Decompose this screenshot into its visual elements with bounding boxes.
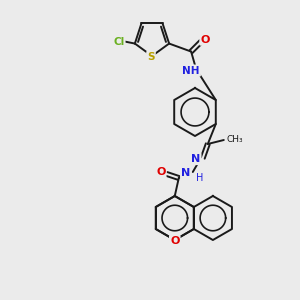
Text: O: O [156, 167, 166, 177]
Text: NH: NH [182, 66, 200, 76]
Text: O: O [200, 34, 210, 45]
Text: O: O [170, 236, 179, 246]
Text: N: N [181, 168, 190, 178]
Text: N: N [191, 154, 200, 164]
Text: S: S [147, 52, 155, 62]
Text: Cl: Cl [113, 37, 124, 46]
Text: CH₃: CH₃ [227, 136, 243, 145]
Text: H: H [196, 173, 203, 183]
